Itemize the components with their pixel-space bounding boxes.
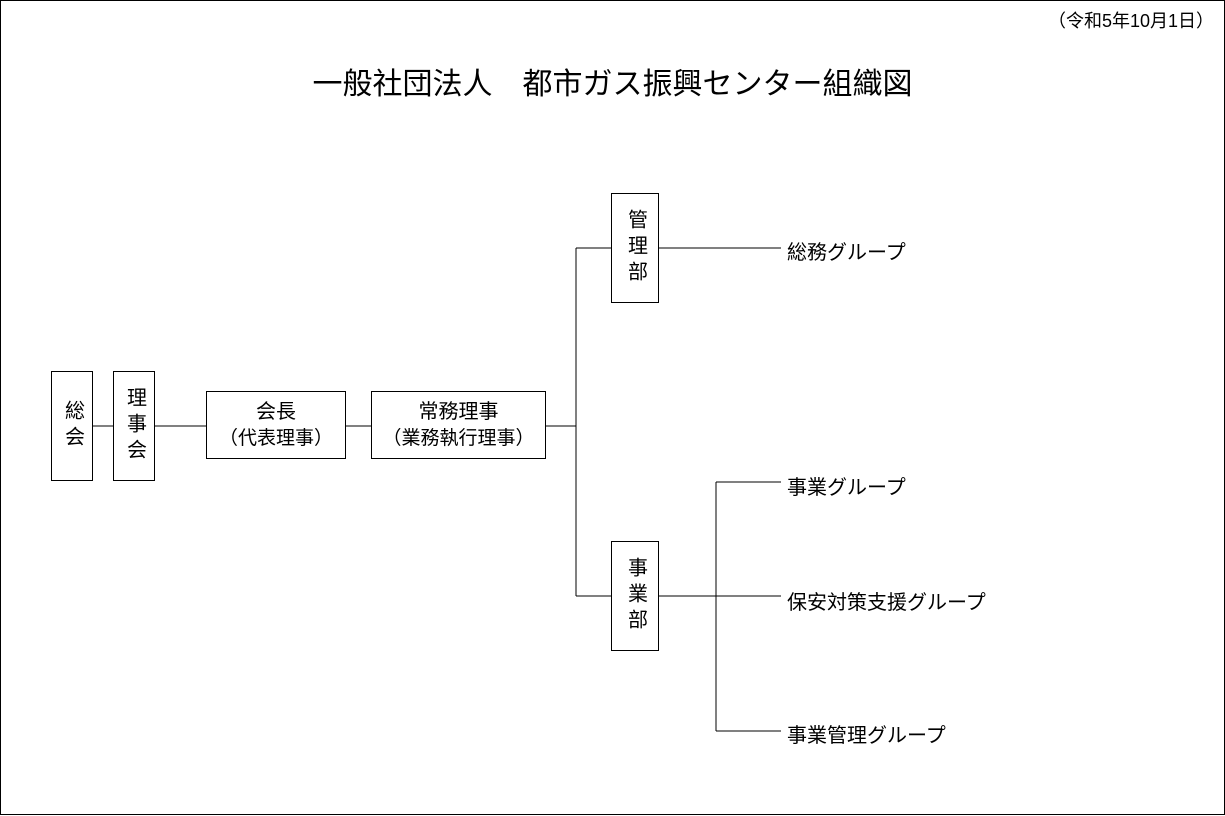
node-label: 事業部 — [622, 557, 649, 635]
group-general-affairs: 総務グループ — [787, 236, 906, 265]
node-admin-dept: 管理部 — [611, 193, 659, 303]
node-managing-director: 常務理事 （業務執行理事） — [371, 391, 546, 459]
node-chairman: 会長 （代表理事） — [206, 391, 346, 459]
node-board-of-directors: 理事会 — [113, 371, 155, 481]
group-safety: 保安対策支援グループ — [787, 586, 986, 615]
group-business: 事業グループ — [787, 471, 906, 500]
node-business-dept: 事業部 — [611, 541, 659, 651]
connectors-layer — [1, 1, 1225, 816]
node-label: 総会 — [59, 400, 86, 452]
node-label-line1: 会長 — [256, 399, 296, 426]
node-general-meeting: 総会 — [51, 371, 93, 481]
date-label: （令和5年10月1日） — [1048, 7, 1214, 33]
node-label: 理事会 — [121, 387, 148, 465]
node-label-line2: （業務執行理事） — [382, 426, 534, 452]
org-chart-container: （令和5年10月1日） 一般社団法人 都市ガス振興センター組織図 総会 理事会 … — [0, 0, 1225, 815]
node-label-line1: 常務理事 — [419, 399, 499, 426]
node-label: 管理部 — [622, 209, 649, 287]
node-label-line2: （代表理事） — [219, 426, 333, 452]
group-business-admin: 事業管理グループ — [787, 719, 946, 748]
chart-title: 一般社団法人 都市ガス振興センター組織図 — [1, 59, 1224, 103]
